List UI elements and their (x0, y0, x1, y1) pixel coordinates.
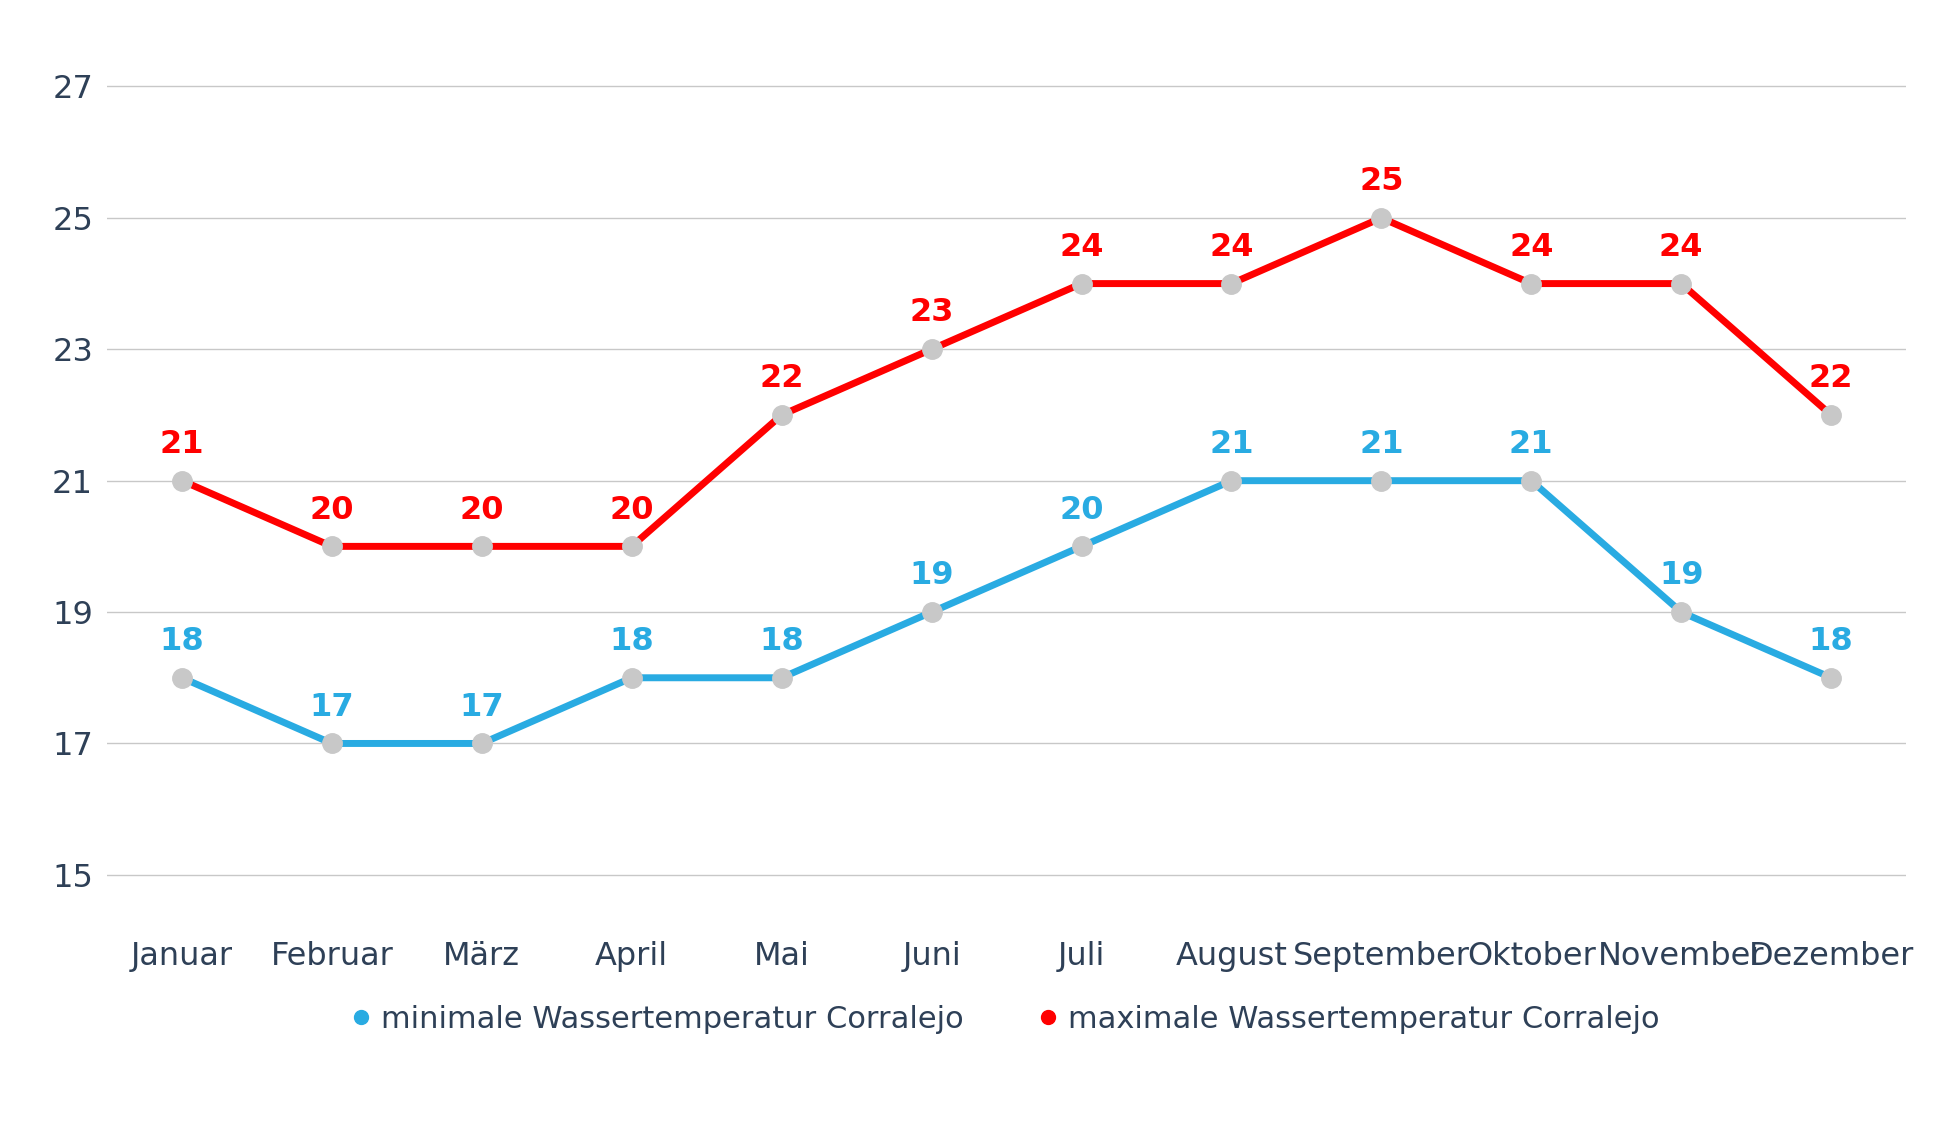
Text: 21: 21 (159, 429, 204, 460)
Text: 24: 24 (1060, 232, 1103, 262)
Text: 23: 23 (910, 297, 953, 328)
Text: 20: 20 (609, 494, 654, 526)
minimale Wassertemperatur Corralejo (321, 736, 344, 750)
maximale Wassertemperatur Corralejo (1519, 277, 1542, 291)
Line: maximale Wassertemperatur Corralejo: maximale Wassertemperatur Corralejo (173, 208, 1840, 556)
maximale Wassertemperatur Corralejo (471, 539, 494, 553)
Text: 17: 17 (459, 692, 504, 723)
Legend: minimale Wassertemperatur Corralejo, maximale Wassertemperatur Corralejo: minimale Wassertemperatur Corralejo, max… (342, 993, 1671, 1046)
maximale Wassertemperatur Corralejo (1819, 408, 1842, 422)
Text: 22: 22 (1809, 363, 1854, 394)
minimale Wassertemperatur Corralejo (1669, 605, 1692, 619)
maximale Wassertemperatur Corralejo (1070, 277, 1093, 291)
maximale Wassertemperatur Corralejo (1369, 211, 1393, 225)
maximale Wassertemperatur Corralejo (171, 474, 195, 487)
Text: 18: 18 (1809, 625, 1854, 657)
minimale Wassertemperatur Corralejo (471, 736, 494, 750)
Text: 20: 20 (1060, 494, 1103, 526)
minimale Wassertemperatur Corralejo (770, 671, 794, 684)
minimale Wassertemperatur Corralejo (171, 671, 195, 684)
Text: 20: 20 (459, 494, 504, 526)
Text: 25: 25 (1360, 166, 1404, 197)
Text: 18: 18 (159, 625, 204, 657)
Text: 21: 21 (1509, 429, 1554, 460)
maximale Wassertemperatur Corralejo (620, 539, 644, 553)
Line: minimale Wassertemperatur Corralejo: minimale Wassertemperatur Corralejo (173, 470, 1840, 753)
maximale Wassertemperatur Corralejo (920, 343, 943, 356)
maximale Wassertemperatur Corralejo (770, 408, 794, 422)
Text: 18: 18 (609, 625, 654, 657)
Text: 22: 22 (759, 363, 803, 394)
Text: 18: 18 (759, 625, 803, 657)
minimale Wassertemperatur Corralejo (1369, 474, 1393, 487)
maximale Wassertemperatur Corralejo (1220, 277, 1243, 291)
Text: 24: 24 (1659, 232, 1704, 262)
Text: 21: 21 (1210, 429, 1255, 460)
Text: 21: 21 (1360, 429, 1404, 460)
Text: 17: 17 (309, 692, 354, 723)
Text: 19: 19 (910, 560, 953, 592)
maximale Wassertemperatur Corralejo (321, 539, 344, 553)
minimale Wassertemperatur Corralejo (620, 671, 644, 684)
minimale Wassertemperatur Corralejo (1819, 671, 1842, 684)
minimale Wassertemperatur Corralejo (1070, 539, 1093, 553)
Text: 19: 19 (1659, 560, 1704, 592)
maximale Wassertemperatur Corralejo (1669, 277, 1692, 291)
minimale Wassertemperatur Corralejo (920, 605, 943, 619)
Text: 24: 24 (1509, 232, 1554, 262)
minimale Wassertemperatur Corralejo (1220, 474, 1243, 487)
minimale Wassertemperatur Corralejo (1519, 474, 1542, 487)
Text: 20: 20 (309, 494, 354, 526)
Text: 24: 24 (1210, 232, 1255, 262)
